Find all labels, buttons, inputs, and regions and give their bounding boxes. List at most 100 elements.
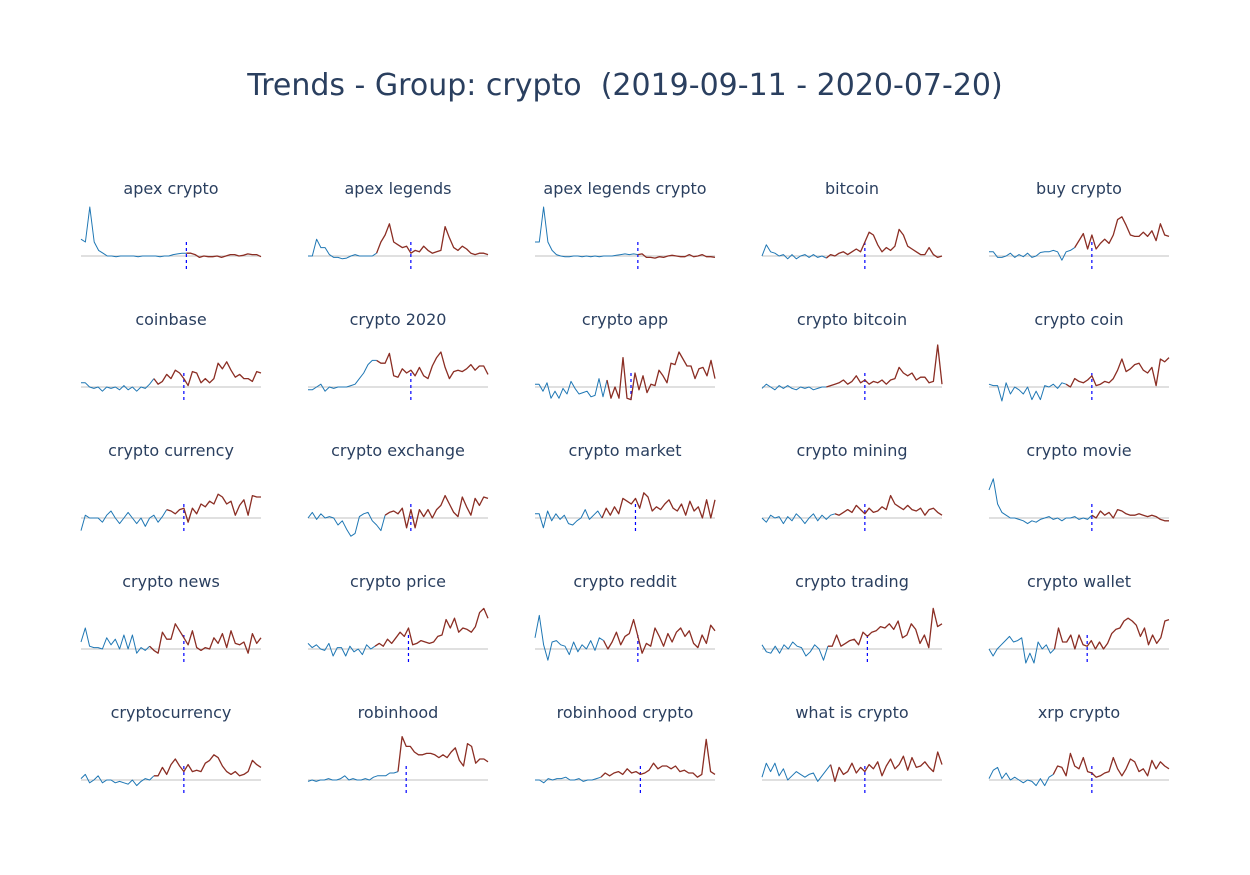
series-pre-line	[761, 641, 829, 661]
panel-crypto-movie: crypto movie	[988, 441, 1169, 532]
series-post-line	[186, 252, 262, 259]
series-pre-line	[308, 359, 377, 392]
series-pre-line	[534, 614, 604, 661]
series-pre-line	[80, 509, 168, 531]
panel-title: coinbase	[135, 310, 206, 329]
panel-title: crypto mining	[796, 441, 907, 460]
series-post-line	[1065, 357, 1170, 388]
panel-title: crypto movie	[1026, 441, 1131, 460]
panel-title: buy crypto	[1036, 179, 1122, 198]
panel-apex-legends-crypto: apex legends crypto	[535, 179, 716, 270]
series-pre-line	[307, 511, 386, 537]
panel-title: what is crypto	[795, 703, 908, 722]
series-post-line	[153, 754, 262, 777]
panel-crypto-app: crypto app	[535, 310, 716, 401]
series-post-line	[397, 735, 489, 772]
series-post-line	[827, 607, 943, 649]
panel-title: robinhood	[358, 703, 439, 722]
panel-title: crypto currency	[108, 441, 234, 460]
panel-buy-crypto: buy crypto	[989, 179, 1170, 270]
series-post-line	[376, 351, 489, 380]
series-pre-line	[80, 627, 150, 654]
series-post-line	[1074, 216, 1170, 250]
panel-title: crypto reddit	[573, 572, 676, 591]
series-post-line	[153, 361, 262, 387]
series-post-line	[829, 751, 943, 783]
series-pre-line	[308, 238, 377, 260]
panel-robinhood: robinhood	[307, 703, 489, 794]
panel-robinhood-crypto: robinhood crypto	[535, 703, 716, 794]
panel-apex-crypto: apex crypto	[80, 179, 262, 270]
panel-title: apex legends	[345, 179, 452, 198]
series-pre-line	[535, 206, 638, 258]
panel-crypto-trading: crypto trading	[761, 572, 943, 663]
series-post-line	[149, 623, 262, 654]
panel-title: crypto bitcoin	[797, 310, 907, 329]
series-pre-line	[80, 206, 187, 258]
series-pre-line	[761, 244, 827, 260]
panel-crypto-mining: crypto mining	[761, 441, 943, 532]
series-post-line	[1053, 617, 1170, 650]
panel-title: crypto market	[569, 441, 682, 460]
panel-crypto-coin: crypto coin	[988, 310, 1170, 402]
panel-crypto-price: crypto price	[307, 572, 489, 663]
series-post-line	[606, 351, 716, 401]
panel-title: apex crypto	[123, 179, 218, 198]
panel-apex-legends: apex legends	[308, 179, 489, 270]
panel-what-is-crypto: what is crypto	[761, 703, 943, 794]
panel-title: cryptocurrency	[111, 703, 232, 722]
figure-title: Trends - Group: crypto (2019-09-11 - 202…	[247, 68, 1003, 103]
panel-title: crypto trading	[795, 572, 909, 591]
panel-crypto-news: crypto news	[80, 572, 262, 663]
series-pre-line	[535, 509, 603, 529]
panel-crypto-market: crypto market	[535, 441, 716, 532]
panel-title: robinhood crypto	[557, 703, 694, 722]
series-pre-line	[988, 766, 1054, 787]
panel-xrp-crypto: xrp crypto	[988, 703, 1170, 794]
series-post-line	[600, 738, 716, 778]
panel-crypto-currency: crypto currency	[80, 441, 261, 532]
series-post-line	[601, 492, 716, 519]
series-post-line	[374, 607, 489, 647]
series-post-line	[834, 494, 943, 516]
panel-coinbase: coinbase	[81, 310, 262, 401]
panel-title: crypto price	[350, 572, 446, 591]
series-pre-line	[761, 383, 827, 391]
panel-title: crypto exchange	[331, 441, 465, 460]
panel-title: xrp crypto	[1038, 703, 1120, 722]
panel-title: crypto news	[122, 572, 220, 591]
panel-title: bitcoin	[825, 179, 879, 198]
series-post-line	[637, 253, 716, 259]
series-post-line	[375, 223, 489, 256]
series-pre-line	[535, 776, 602, 784]
series-post-line	[603, 618, 716, 654]
panel-cryptocurrency: cryptocurrency	[80, 703, 262, 794]
series-post-line	[826, 344, 943, 388]
panel-crypto-exchange: crypto exchange	[307, 441, 489, 537]
series-pre-line	[988, 382, 1067, 402]
series-pre-line	[535, 378, 608, 399]
panel-title: crypto coin	[1034, 310, 1123, 329]
panel-crypto-2020: crypto 2020	[308, 310, 489, 401]
series-pre-line	[80, 773, 155, 787]
panel-crypto-bitcoin: crypto bitcoin	[761, 310, 943, 401]
series-post-line	[825, 228, 943, 259]
series-pre-line	[81, 378, 155, 392]
panel-title: apex legends crypto	[543, 179, 706, 198]
panel-bitcoin: bitcoin	[761, 179, 943, 270]
series-post-line	[384, 494, 489, 529]
series-pre-line	[307, 642, 376, 657]
series-post-line	[166, 493, 261, 523]
series-pre-line	[988, 478, 1093, 525]
series-pre-line	[988, 635, 1055, 664]
series-pre-line	[989, 247, 1075, 261]
series-post-line	[1091, 508, 1169, 522]
panel-crypto-wallet: crypto wallet	[988, 572, 1170, 664]
panel-crypto-reddit: crypto reddit	[534, 572, 716, 663]
series-pre-line	[307, 771, 399, 782]
series-pre-line	[761, 762, 831, 782]
panel-title: crypto 2020	[350, 310, 447, 329]
series-post-line	[1052, 752, 1170, 778]
